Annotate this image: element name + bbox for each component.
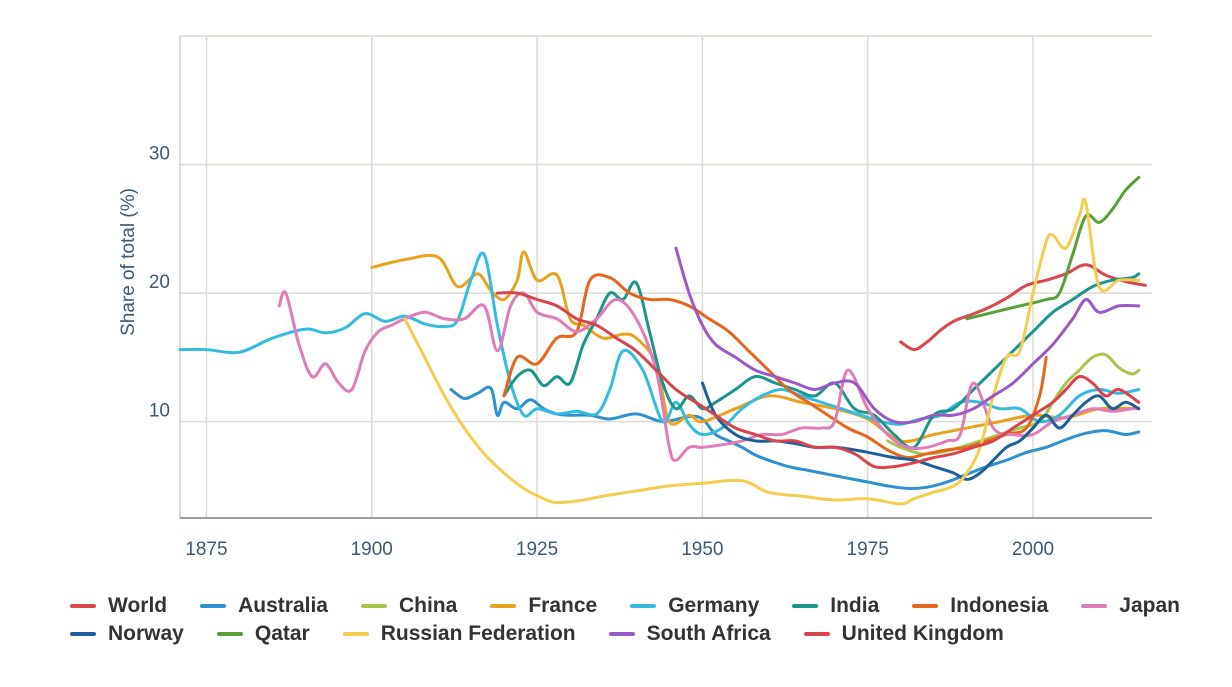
legend-swatch [912,603,939,608]
series-line-japan[interactable] [277,290,1141,462]
legend-label: France [528,593,598,617]
y-tick-label: 10 [149,401,170,422]
legend-item-world[interactable]: World [70,594,167,617]
legend-item-france[interactable]: France [490,594,597,617]
legend-swatch [630,603,657,608]
series-line-australia[interactable] [449,385,1141,490]
series-line-china[interactable] [886,352,1141,456]
legend: World Australia China France Germany India Ind… [70,594,1220,645]
legend-item-india[interactable]: India [792,594,879,617]
legend-item-china[interactable]: China [360,593,458,617]
legend-label: Indonesia [950,593,1049,617]
legend-item-qatar[interactable]: Qatar [216,621,310,645]
axes: 1875 1900 1925 1950 1975 2000 10 20 30 [149,36,1152,560]
legend-item-norway[interactable]: Norway [70,622,184,645]
series-line-united-kingdom[interactable] [495,291,1141,470]
x-tick-label: 1875 [185,539,227,560]
legend-swatch [803,631,830,636]
legend-label: South Africa [646,621,771,645]
series-lines [178,175,1147,506]
series-line-south-africa[interactable] [674,246,1141,425]
legend-swatch [360,603,387,608]
x-tick-label: 1925 [516,539,558,560]
legend-swatch [70,631,96,636]
legend-item-australia[interactable]: Australia [200,594,328,617]
y-axis-label: Share of total (%) [118,188,139,336]
legend-label: Qatar [254,621,310,645]
y-tick-label: 20 [149,272,170,293]
legend-label: Russian Federation [380,621,576,645]
series-line-world[interactable] [899,263,1147,352]
legend-label: China [398,593,458,617]
legend-item-united-kingdom[interactable]: United Kingdom [803,621,1004,645]
legend-item-russian-federation[interactable]: Russian Federation [342,621,576,645]
legend-label: Germany [668,593,760,617]
legend-item-south-africa[interactable]: South Africa [608,621,771,645]
x-tick-label: 1975 [847,539,889,560]
legend-label: United Kingdom [841,621,1004,645]
legend-swatch [1081,603,1108,608]
legend-swatch [792,603,819,608]
x-tick-label: 1900 [351,539,393,560]
legend-item-indonesia[interactable]: Indonesia [912,594,1048,617]
series-line-france[interactable] [370,250,1141,443]
series-line-indonesia[interactable] [502,273,1048,460]
x-tick-label: 2000 [1012,539,1054,560]
series-line-russian-federation[interactable] [403,197,1141,506]
legend-swatch [342,631,369,636]
legend-swatch [216,631,243,636]
legend-label: Australia [238,593,328,617]
legend-item-japan[interactable]: Japan [1081,594,1180,617]
legend-swatch [200,603,227,608]
legend-swatch [70,603,96,608]
legend-item-germany[interactable]: Germany [630,594,759,617]
y-tick-label: 30 [149,144,170,165]
legend-label: Norway [108,621,184,645]
x-tick-label: 1950 [681,539,723,560]
series-line-india[interactable] [502,272,1141,450]
legend-label: World [108,593,168,617]
legend-swatch [490,603,517,608]
series-line-germany[interactable] [178,251,1141,437]
legend-swatch [608,631,635,636]
series-line-qatar[interactable] [965,175,1141,321]
line-chart: 1875 1900 1925 1950 1975 2000 10 20 30 Share of … [118,35,1152,560]
legend-label: Japan [1119,593,1180,617]
legend-label: India [830,593,880,617]
